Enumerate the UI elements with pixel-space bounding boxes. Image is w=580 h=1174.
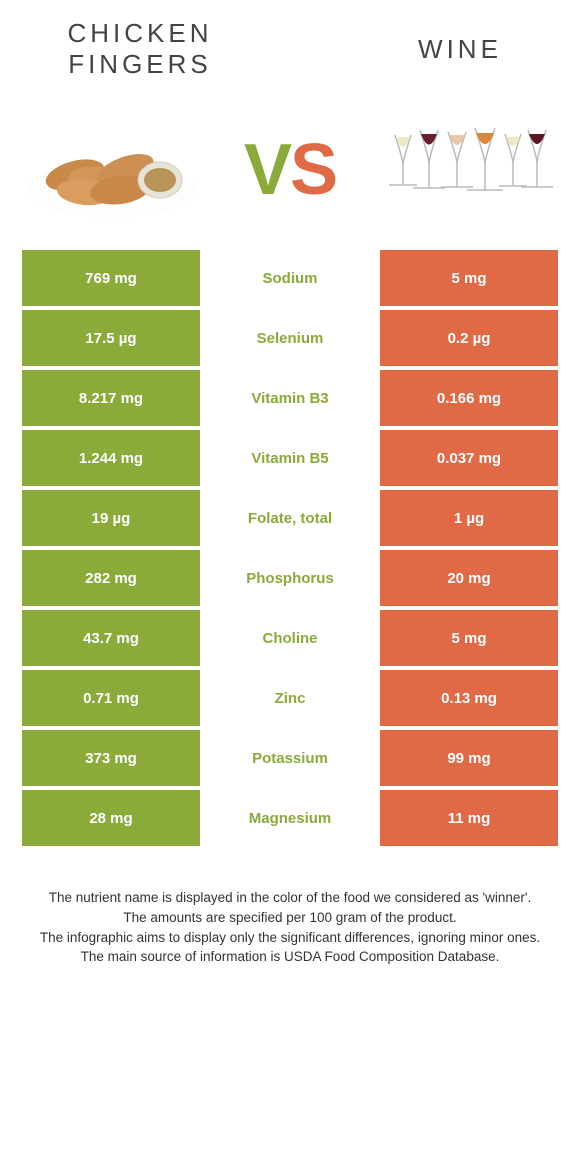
wine-image [380, 120, 555, 220]
nutrient-name: Selenium [200, 310, 380, 366]
table-row: 19 µgFolate, total1 µg [22, 490, 558, 546]
left-value: 1.244 mg [22, 430, 200, 486]
header: CHICKEN FINGERS WINE [0, 0, 580, 80]
table-row: 8.217 mgVitamin B30.166 mg [22, 370, 558, 426]
left-value: 0.71 mg [22, 670, 200, 726]
nutrient-name: Potassium [200, 730, 380, 786]
vs-v: V [244, 130, 290, 210]
footer-line: The main source of information is USDA F… [28, 947, 552, 967]
chicken-fingers-image [25, 120, 200, 220]
left-value: 373 mg [22, 730, 200, 786]
nutrient-name: Sodium [200, 250, 380, 306]
right-food-title: WINE [390, 34, 530, 65]
nutrient-name: Folate, total [200, 490, 380, 546]
table-row: 0.71 mgZinc0.13 mg [22, 670, 558, 726]
right-value: 0.2 µg [380, 310, 558, 366]
table-row: 43.7 mgCholine5 mg [22, 610, 558, 666]
nutrient-name: Zinc [200, 670, 380, 726]
footer-line: The nutrient name is displayed in the co… [28, 888, 552, 908]
right-value: 20 mg [380, 550, 558, 606]
nutrient-name: Choline [200, 610, 380, 666]
table-row: 1.244 mgVitamin B50.037 mg [22, 430, 558, 486]
comparison-table: 769 mgSodium5 mg17.5 µgSelenium0.2 µg8.2… [0, 250, 580, 846]
right-value: 11 mg [380, 790, 558, 846]
right-value: 0.037 mg [380, 430, 558, 486]
nutrient-name: Phosphorus [200, 550, 380, 606]
left-food-title: CHICKEN FINGERS [50, 18, 230, 80]
left-value: 19 µg [22, 490, 200, 546]
right-value: 0.166 mg [380, 370, 558, 426]
left-value: 8.217 mg [22, 370, 200, 426]
right-value: 5 mg [380, 250, 558, 306]
nutrient-name: Vitamin B3 [200, 370, 380, 426]
left-value: 282 mg [22, 550, 200, 606]
nutrient-name: Vitamin B5 [200, 430, 380, 486]
footer-line: The infographic aims to display only the… [28, 928, 552, 948]
images-row: VS [0, 80, 580, 250]
right-value: 5 mg [380, 610, 558, 666]
table-row: 28 mgMagnesium11 mg [22, 790, 558, 846]
footer-line: The amounts are specified per 100 gram o… [28, 908, 552, 928]
right-value: 1 µg [380, 490, 558, 546]
vs-label: VS [244, 129, 336, 211]
table-row: 282 mgPhosphorus20 mg [22, 550, 558, 606]
right-value: 0.13 mg [380, 670, 558, 726]
left-value: 28 mg [22, 790, 200, 846]
vs-s: S [290, 130, 336, 210]
left-value: 769 mg [22, 250, 200, 306]
right-value: 99 mg [380, 730, 558, 786]
nutrient-name: Magnesium [200, 790, 380, 846]
table-row: 373 mgPotassium99 mg [22, 730, 558, 786]
table-row: 17.5 µgSelenium0.2 µg [22, 310, 558, 366]
table-row: 769 mgSodium5 mg [22, 250, 558, 306]
footer-notes: The nutrient name is displayed in the co… [0, 850, 580, 966]
left-value: 43.7 mg [22, 610, 200, 666]
left-value: 17.5 µg [22, 310, 200, 366]
